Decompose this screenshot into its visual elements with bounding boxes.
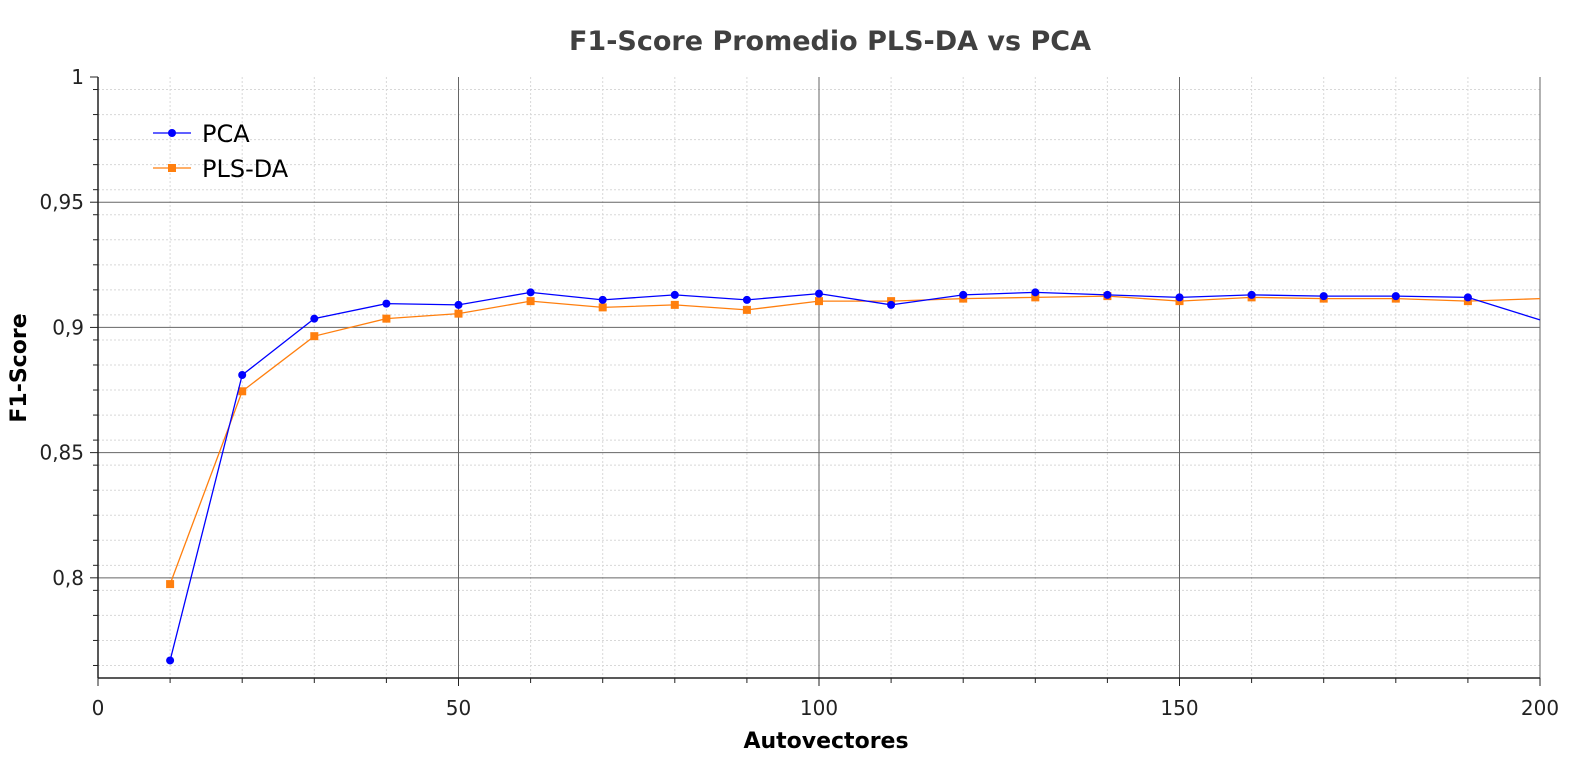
- data-point-pca: [598, 295, 607, 304]
- series-line-pca: [169, 291, 1541, 661]
- data-point-pls-da: [166, 580, 175, 589]
- data-point-pls-da: [1031, 293, 1040, 302]
- data-point-pca: [959, 290, 968, 299]
- data-point-pca: [1247, 290, 1256, 299]
- data-point-pls-da: [310, 332, 319, 341]
- legend-item-pls-da: PLS-DA: [153, 155, 289, 183]
- data-point-pca: [310, 314, 319, 323]
- x-tick-label: 150: [1160, 696, 1198, 720]
- y-tick-label: 0,95: [39, 190, 84, 214]
- data-point-pls-da: [454, 309, 463, 318]
- data-point-pca: [1463, 293, 1472, 302]
- legend-label: PLS-DA: [202, 155, 289, 183]
- data-point-pca: [1103, 290, 1112, 299]
- series-pls-da: [166, 292, 1541, 589]
- data-point-pca: [815, 289, 823, 298]
- data-point-pls-da: [526, 297, 535, 306]
- data-point-pca: [1391, 292, 1400, 301]
- legend-label: PCA: [202, 120, 250, 148]
- y-tick-label: 0,85: [39, 441, 84, 465]
- x-tick-label: 200: [1521, 696, 1559, 720]
- data-point-pca: [1319, 292, 1328, 301]
- series-line-pls-da: [169, 295, 1541, 585]
- data-point-pca: [670, 290, 679, 299]
- y-tick-label: 0,9: [52, 315, 84, 339]
- x-tick-label: 0: [92, 696, 105, 720]
- legend-swatch-marker: [168, 164, 176, 172]
- data-point-pls-da: [382, 314, 391, 323]
- data-point-pls-da: [598, 303, 607, 312]
- data-point-pca: [526, 288, 535, 297]
- data-point-pca: [382, 299, 391, 308]
- data-point-pca: [742, 295, 751, 304]
- chart-title: F1-Score Promedio PLS-DA vs PCA: [569, 26, 1091, 57]
- legend-item-pca: PCA: [153, 120, 250, 148]
- legend: PCA PLS-DA: [153, 120, 289, 183]
- series-group: [166, 288, 1541, 665]
- y-tick-label: 0,8: [52, 566, 84, 590]
- data-point-pca: [1031, 288, 1040, 297]
- x-axis-label: Autovectores: [743, 729, 908, 754]
- data-point-pca: [1175, 293, 1184, 302]
- data-point-pls-da: [815, 297, 823, 306]
- y-axis-label: F1-Score: [7, 313, 32, 422]
- tick-labels: 0 50 100 150 200 0,8 0,85 0,9 0,95 1: [39, 65, 1559, 720]
- major-gridlines: [98, 77, 1541, 678]
- x-tick-label: 100: [800, 696, 838, 720]
- data-point-pls-da: [238, 387, 247, 396]
- data-point-pca: [166, 656, 175, 665]
- y-tick-label: 1: [71, 65, 84, 89]
- data-point-pca: [887, 300, 896, 309]
- legend-swatch-marker: [168, 129, 176, 137]
- x-tick-label: 50: [446, 696, 471, 720]
- data-point-pca: [238, 370, 247, 379]
- data-point-pls-da: [742, 305, 751, 314]
- series-pca: [166, 288, 1541, 665]
- data-point-pls-da: [670, 300, 679, 309]
- axes: [90, 76, 1541, 686]
- data-point-pca: [454, 300, 463, 309]
